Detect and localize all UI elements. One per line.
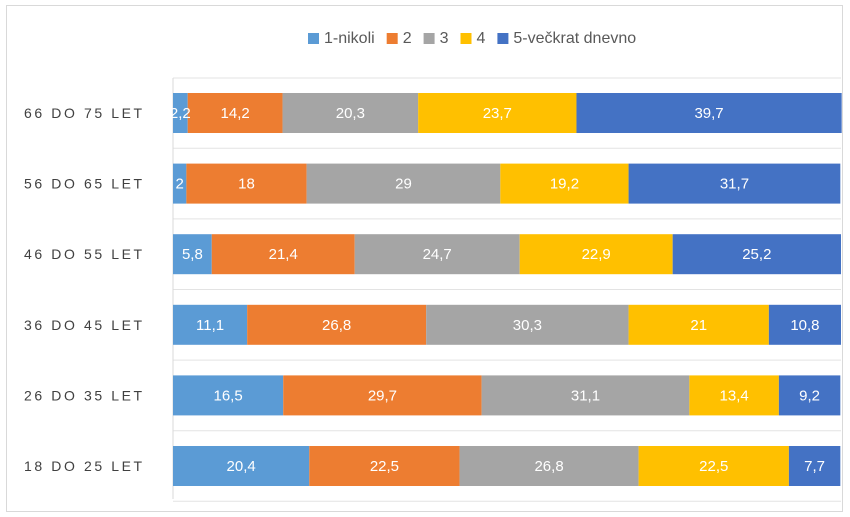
data-label: 21,4 <box>269 246 298 263</box>
legend-swatch <box>308 33 319 44</box>
data-label: 31,1 <box>571 387 600 404</box>
gridlines <box>172 77 841 502</box>
data-label: 18 <box>238 176 255 193</box>
bar-segment <box>309 446 460 486</box>
data-label: 16,5 <box>214 387 243 404</box>
data-label: 5,8 <box>182 246 203 263</box>
legend-label: 2 <box>403 30 412 47</box>
bar-segment <box>282 93 419 133</box>
category-label: 36 DO 45 LET <box>24 317 145 333</box>
legend: 1-nikoli 2 3 4 5-večkrat dnevno <box>308 30 636 47</box>
bar-segment <box>689 375 779 416</box>
bar-segment <box>173 375 284 416</box>
data-label: 30,3 <box>513 317 542 334</box>
bar-segment <box>576 93 842 133</box>
data-label: 21 <box>690 317 707 334</box>
bar-segment <box>426 304 629 345</box>
legend-item: 1-nikoli <box>308 30 375 47</box>
bar-segment <box>173 93 188 133</box>
legend-item: 2 <box>386 30 412 47</box>
bar-segment <box>638 446 789 486</box>
legend-item: 4 <box>460 30 486 47</box>
data-label: 23,7 <box>483 105 512 122</box>
data-label: 14,2 <box>221 105 250 122</box>
legend-swatch <box>460 33 472 44</box>
legend-swatch <box>386 33 398 44</box>
data-label: 11,1 <box>196 317 224 334</box>
data-label: 13,4 <box>720 387 749 404</box>
bar-segment <box>186 163 307 204</box>
legend-label: 4 <box>477 30 486 47</box>
data-labels: 2,2 14,2 20,3 23,7 39,7 2 18 29 19,2 31,7 5,8 21,4 2… <box>170 105 825 475</box>
bar-segment <box>459 446 639 486</box>
data-label: 9,2 <box>799 387 820 404</box>
bar-segment <box>628 304 769 345</box>
data-label: 24,7 <box>423 246 452 263</box>
category-label: 46 DO 55 LET <box>24 246 145 262</box>
data-label: 19,2 <box>550 176 579 193</box>
bar-segment <box>173 234 212 275</box>
data-label: 2 <box>176 176 184 193</box>
legend-label: 1-nikoli <box>324 30 375 47</box>
data-label: 10,8 <box>790 317 819 334</box>
category-label: 56 DO 65 LET <box>24 176 145 192</box>
category-label: 26 DO 35 LET <box>24 387 145 403</box>
bar-segment <box>283 375 482 416</box>
data-label: 26,8 <box>322 317 351 334</box>
data-label: 29 <box>395 176 412 193</box>
legend-swatch <box>423 33 435 44</box>
bar-segment <box>768 304 841 345</box>
bar-segment <box>211 234 355 275</box>
data-label: 22,5 <box>699 458 728 475</box>
bars <box>173 93 842 486</box>
legend-item: 3 <box>423 30 449 47</box>
legend-swatch <box>497 33 509 44</box>
category-label: 18 DO 25 LET <box>24 458 145 474</box>
data-label: 31,7 <box>720 176 749 193</box>
bar-segment <box>173 304 248 345</box>
data-label: 25,2 <box>742 246 771 263</box>
bar-segment <box>500 163 629 204</box>
bar-segment <box>672 234 841 275</box>
data-label: 20,3 <box>336 105 365 122</box>
legend-label: 5-večkrat dnevno <box>513 30 636 47</box>
category-axis: 66 DO 75 LET 56 DO 65 LET 46 DO 55 LET 36 D… <box>24 105 145 474</box>
data-label: 7,7 <box>804 458 825 475</box>
data-label: 29,7 <box>368 387 397 404</box>
bar-segment <box>788 446 841 486</box>
bar-segment <box>306 163 501 204</box>
data-label: 20,4 <box>227 458 256 475</box>
bar-segment <box>778 375 841 416</box>
bar-segment <box>173 163 187 204</box>
data-label: 2,2 <box>170 105 191 122</box>
data-label: 39,7 <box>694 105 723 122</box>
data-label: 22,5 <box>370 458 399 475</box>
data-label: 26,8 <box>534 458 563 475</box>
bar-segment <box>187 93 283 133</box>
legend-label: 3 <box>440 30 449 47</box>
bar-segment <box>354 234 520 275</box>
bar-segment <box>628 163 841 204</box>
bar-segment <box>519 234 673 275</box>
data-label: 22,9 <box>582 246 611 263</box>
bar-segment <box>173 446 310 486</box>
category-label: 66 DO 75 LET <box>24 105 145 121</box>
bar-segment <box>481 375 690 416</box>
legend-item: 5-večkrat dnevno <box>497 30 636 47</box>
bar-segment <box>247 304 427 345</box>
bar-segment <box>418 93 577 133</box>
